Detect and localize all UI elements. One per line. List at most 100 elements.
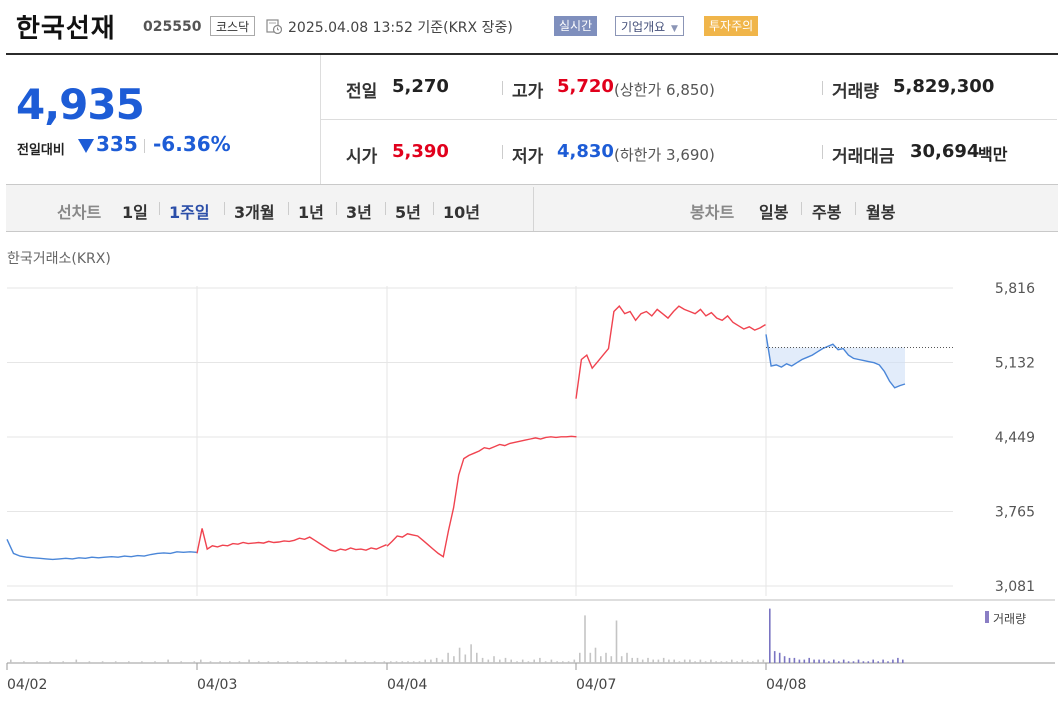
realtime-badge[interactable]: 실시간	[554, 16, 598, 36]
volume-bar	[626, 652, 628, 663]
y-tick-label: 5,816	[995, 281, 1035, 297]
tab-weekly[interactable]: 주봉	[812, 203, 842, 222]
change-value: 335	[96, 132, 138, 156]
volume-bar	[872, 659, 874, 663]
high-value: 5,720	[557, 76, 614, 97]
volume-bar	[678, 661, 681, 663]
tab-monthly[interactable]: 월봉	[866, 203, 896, 222]
divider	[822, 81, 823, 95]
y-tick-label: 4,449	[995, 430, 1035, 446]
tab-5y[interactable]: 5년	[395, 203, 421, 222]
volume-bar	[493, 656, 495, 663]
prev-close-label: 전일	[346, 82, 378, 102]
volume-bar	[516, 661, 518, 663]
volume-bar	[75, 659, 78, 663]
change-percent: -6.36%	[153, 132, 231, 156]
volume-bar	[286, 661, 289, 663]
volume-bar	[862, 661, 865, 663]
divider	[502, 81, 503, 95]
volume-bar	[720, 661, 723, 663]
volume-bar	[238, 661, 241, 663]
volume-bar	[101, 661, 104, 663]
prev-close-value: 5,270	[392, 76, 449, 97]
quote-panel	[6, 53, 1058, 185]
volume-bar	[757, 659, 759, 663]
volume-bar	[615, 620, 618, 663]
volume-bar	[335, 661, 337, 663]
volume-bar	[842, 659, 845, 663]
volume-bar	[539, 657, 541, 663]
volume-bar	[741, 659, 744, 663]
investment-warning-badge: 투자주의	[704, 16, 759, 36]
volume-bar	[219, 661, 221, 663]
divider	[533, 187, 534, 231]
volume-bar	[673, 659, 675, 663]
price-line-04-04	[386, 435, 577, 558]
tab-10y[interactable]: 10년	[443, 203, 480, 222]
volume-bar	[833, 659, 835, 663]
amount-label: 거래대금	[832, 147, 895, 167]
volume-bar	[209, 661, 212, 663]
volume-bar	[847, 661, 850, 663]
tab-1y[interactable]: 1년	[298, 203, 324, 222]
volume-bar	[418, 661, 421, 663]
tab-3m[interactable]: 3개월	[234, 203, 275, 222]
volume-bar	[407, 661, 409, 663]
volume-bar	[383, 661, 386, 663]
volume-bar	[476, 652, 478, 663]
volume-bar	[657, 659, 660, 663]
volume-bar	[470, 644, 472, 663]
volume-bar	[662, 657, 665, 663]
volume-bar	[180, 661, 182, 663]
volume-bar	[200, 659, 202, 663]
volume-bar	[481, 657, 484, 663]
volume-bar	[401, 661, 404, 663]
tab-1d[interactable]: 1일	[122, 203, 148, 222]
volume-bar	[813, 659, 815, 663]
company-info-dropdown[interactable]: 기업개요 ▼	[615, 16, 684, 36]
x-tick-label: 04/07	[576, 677, 616, 693]
volume-bar	[783, 656, 786, 663]
change-label: 전일대비	[17, 143, 65, 158]
low-label: 저가	[512, 147, 544, 167]
volume-bar	[892, 659, 894, 663]
volume-bar	[867, 661, 870, 663]
high-label: 고가	[512, 82, 544, 102]
tab-3y[interactable]: 3년	[346, 203, 372, 222]
volume-legend-swatch	[985, 611, 989, 623]
volume-bar	[550, 659, 553, 663]
below-prev-close-area	[766, 334, 905, 388]
volume-bar	[167, 659, 169, 663]
volume-bar	[778, 652, 781, 663]
divider	[336, 202, 337, 215]
volume-bar	[652, 659, 654, 663]
volume-bar	[464, 654, 467, 663]
volume-bar	[573, 659, 576, 663]
volume-bar	[731, 659, 733, 663]
price-line-04-08	[765, 334, 906, 389]
down-triangle-icon	[78, 139, 94, 153]
volume-bar	[736, 661, 738, 663]
tab-1w[interactable]: 1주일	[169, 203, 210, 222]
current-price: 4,935	[16, 80, 145, 129]
volume-bar	[818, 659, 820, 663]
amount-unit: 백만	[978, 145, 1008, 164]
volume-legend: 거래량	[993, 612, 1027, 626]
volume-bar	[752, 661, 754, 663]
price-line-04-03	[196, 528, 387, 554]
chevron-down-icon: ▼	[671, 24, 678, 34]
volume-bar	[636, 657, 639, 663]
volume-bar	[193, 661, 196, 663]
divider	[502, 145, 503, 159]
volume-bar	[689, 659, 691, 663]
volume-bar	[882, 659, 884, 663]
volume-bar	[306, 661, 308, 663]
tab-daily[interactable]: 일봉	[759, 203, 789, 222]
volume-bar	[141, 661, 143, 663]
chart-tab-bar	[6, 185, 1058, 232]
divider	[433, 202, 434, 215]
volume-bar	[699, 659, 702, 663]
volume-bar	[600, 656, 602, 663]
divider	[159, 202, 160, 215]
y-tick-label: 5,132	[995, 356, 1035, 372]
